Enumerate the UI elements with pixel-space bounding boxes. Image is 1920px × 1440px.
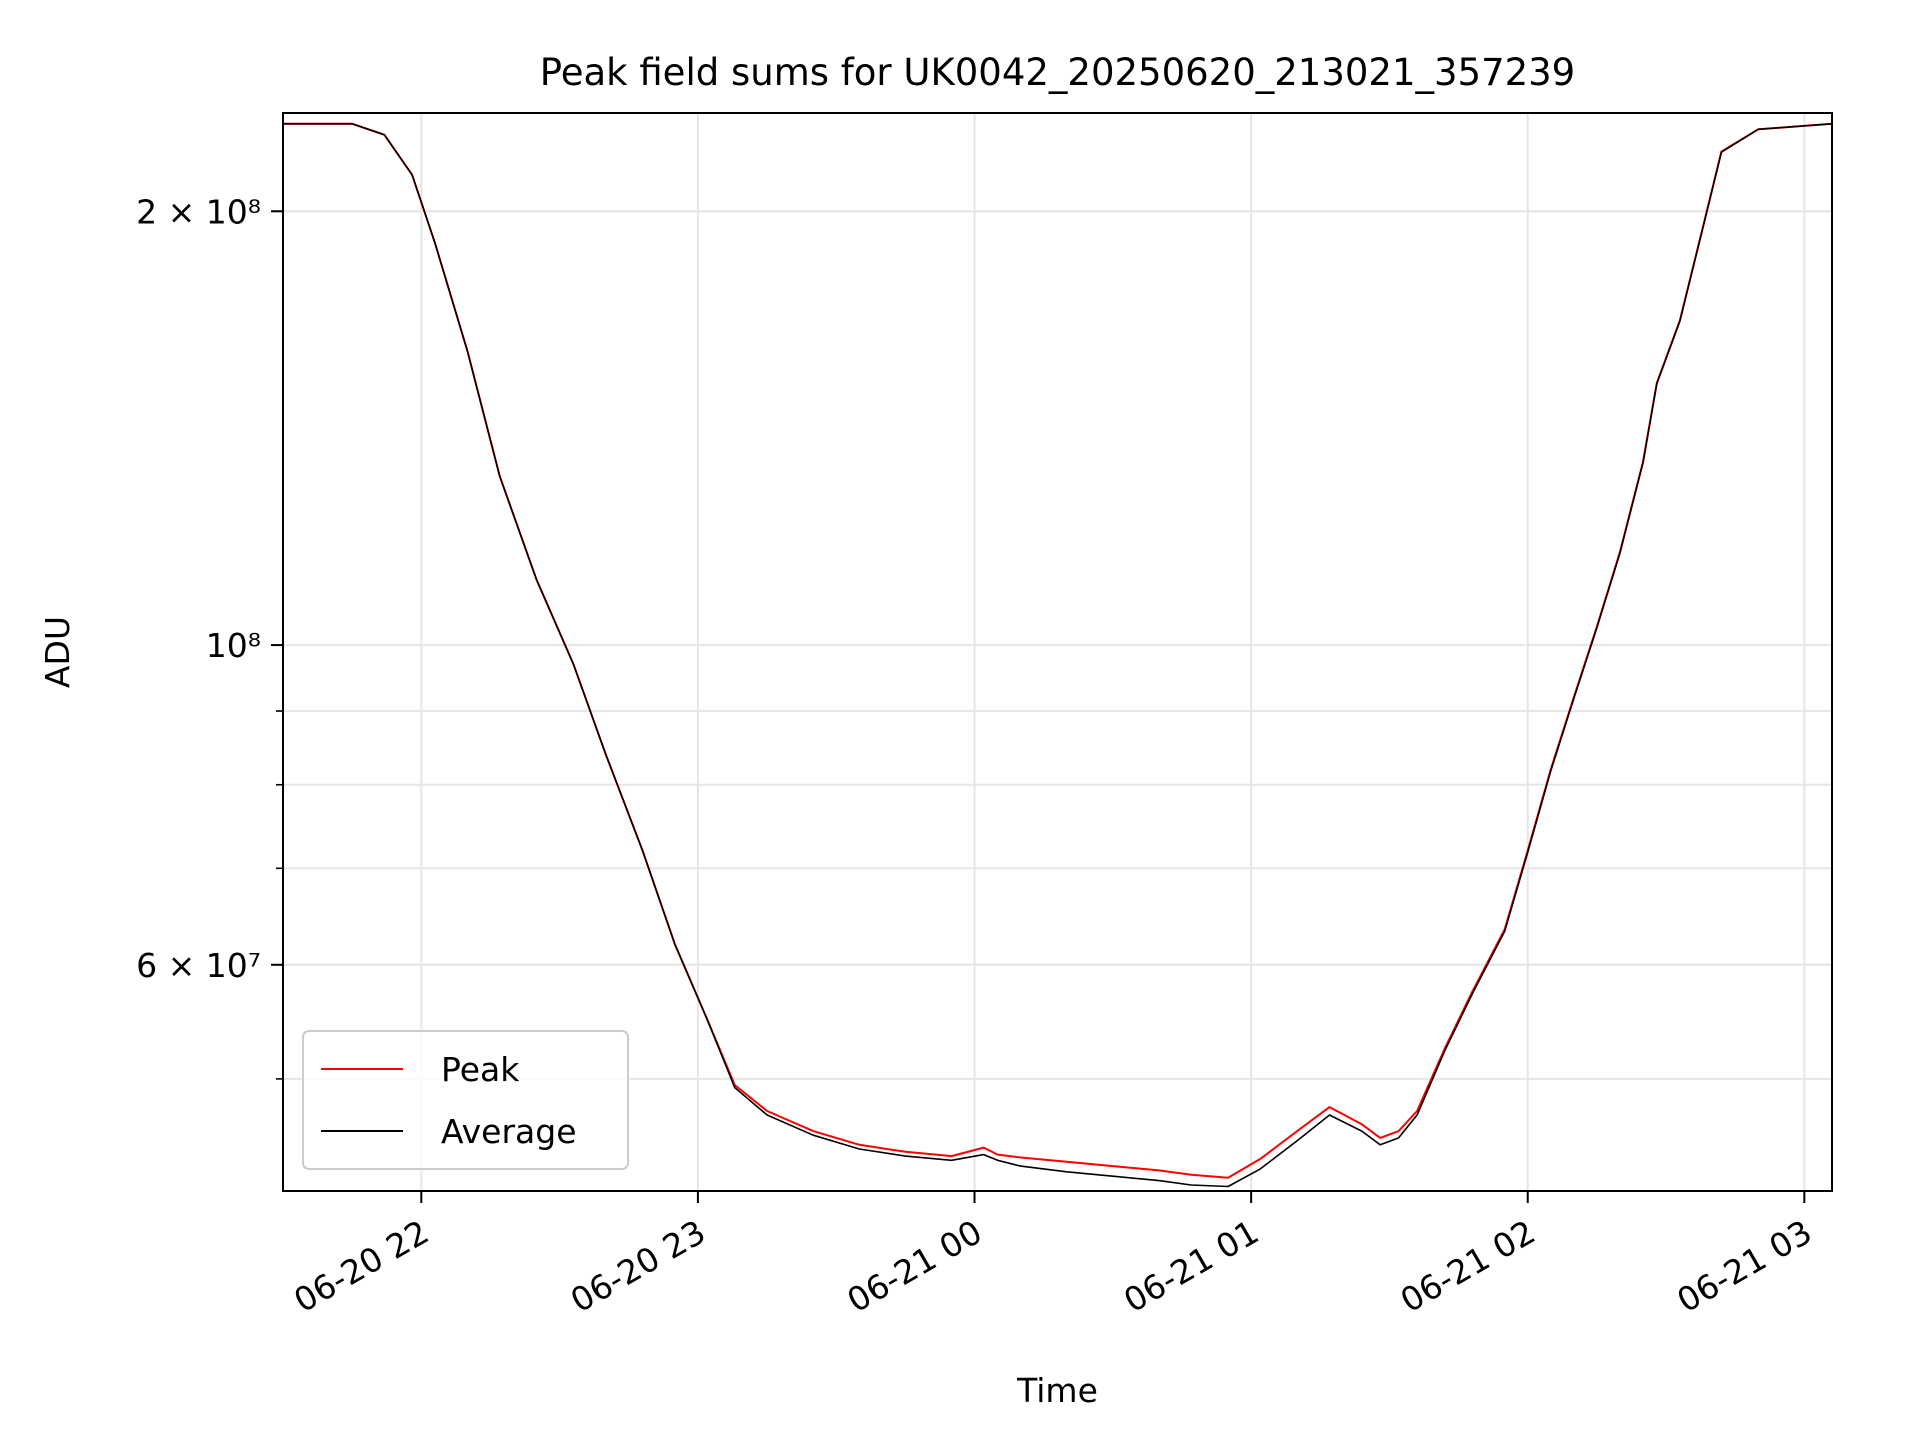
series-average bbox=[283, 123, 1832, 1188]
chart-title: Peak field sums for UK0042_20250620_2130… bbox=[540, 51, 1575, 94]
legend: Peak Average bbox=[302, 1030, 629, 1170]
grid bbox=[283, 113, 1832, 1191]
y-tick-label: 10⁸ bbox=[206, 626, 261, 665]
y-tick-label: 2 × 10⁸ bbox=[136, 192, 261, 231]
series-layer bbox=[283, 122, 1832, 1188]
legend-label-average: Average bbox=[441, 1112, 577, 1151]
legend-label-peak: Peak bbox=[441, 1050, 520, 1089]
y-axis-label: ADU bbox=[38, 616, 77, 688]
y-axis: 2 × 10⁸ 10⁸ 6 × 10⁷ bbox=[136, 192, 283, 1080]
x-axis-label: Time bbox=[1016, 1371, 1098, 1410]
legend-box bbox=[302, 1030, 629, 1170]
series-line-average bbox=[283, 123, 1832, 1188]
y-tick-label: 6 × 10⁷ bbox=[136, 946, 261, 985]
plot-frame bbox=[282, 112, 1833, 1192]
